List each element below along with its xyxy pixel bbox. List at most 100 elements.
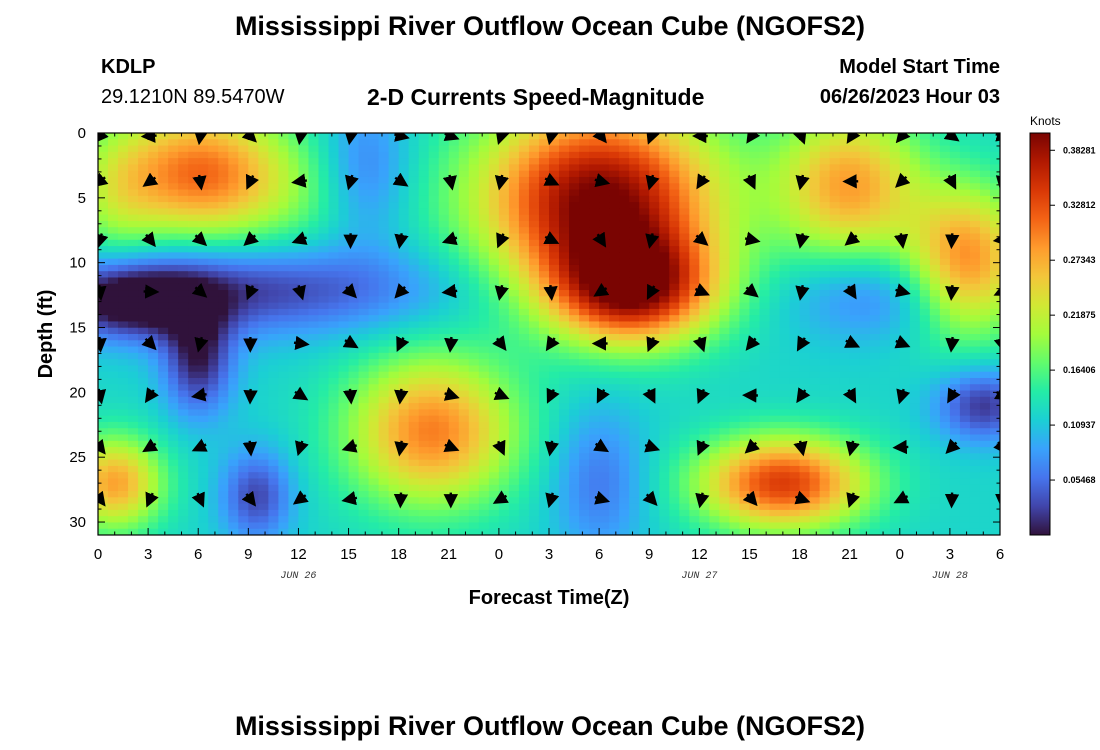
heatmap-cell [98,516,109,524]
heatmap-cell [258,252,269,260]
heatmap-cell [699,516,710,524]
heatmap-cell [138,384,149,392]
heatmap-cell [418,453,430,461]
heatmap-cell [308,258,320,266]
heatmap-cell [378,384,390,392]
heatmap-cell [208,497,219,505]
heatmap-cell [739,277,751,285]
heatmap-cell [118,227,129,235]
heatmap-cell [679,151,690,159]
heatmap-cell [118,516,129,524]
heatmap-cell [488,139,500,147]
heatmap-cell [649,516,660,524]
heatmap-cell [278,390,290,398]
heatmap-cell [428,346,440,354]
heatmap-cell [679,133,690,140]
heatmap-cell [258,189,269,197]
heatmap-cell [148,415,159,423]
heatmap-cell [799,403,811,410]
heatmap-cell [528,308,540,316]
heatmap-cell [378,258,390,266]
heatmap-cell [629,290,640,297]
heatmap-cell [248,195,259,203]
heatmap-cell [408,352,420,360]
heatmap-cell [749,384,761,392]
heatmap-cell [689,264,700,272]
heatmap-cell [589,403,600,410]
heatmap-cell [498,327,510,335]
heatmap-cell [198,189,209,197]
heatmap-cell [518,528,530,535]
heatmap-cell [649,334,660,341]
heatmap-cell [719,415,730,423]
heatmap-cell [288,308,300,316]
heatmap-cell [208,277,219,285]
heatmap-cell [769,151,781,159]
heatmap-cell [138,434,149,442]
heatmap-cell [579,371,590,379]
heatmap-cell [338,371,350,379]
heatmap-cell [819,327,831,335]
heatmap-cell [538,277,550,285]
heatmap-cell [498,352,510,360]
heatmap-cell [849,214,861,222]
heatmap-cell [508,377,520,385]
heatmap-cell [258,283,269,291]
heatmap-cell [589,447,600,454]
heatmap-cell [769,271,781,279]
heatmap-cell [639,522,650,530]
heatmap-cell [208,415,219,423]
heatmap-cell [258,264,269,272]
heatmap-cell [869,133,881,140]
heatmap-cell [518,365,530,373]
heatmap-cell [859,258,871,266]
heatmap-cell [609,503,620,511]
heatmap-cell [799,415,811,423]
heatmap-cell [278,472,290,480]
heatmap-cell [358,308,370,316]
heatmap-cell [829,308,841,316]
heatmap-cell [168,365,179,373]
heatmap-cell [699,509,710,517]
heatmap-cell [488,195,500,203]
heatmap-cell [508,516,520,524]
heatmap-cell [218,352,229,360]
heatmap-cell [238,214,249,222]
heatmap-cell [418,252,430,260]
heatmap-cell [518,377,530,385]
heatmap-cell [268,246,279,253]
heatmap-cell [138,497,149,505]
heatmap-cell [729,246,741,253]
heatmap-cell [218,415,229,423]
heatmap-cell [318,396,330,404]
heatmap-cell [408,390,420,398]
heatmap-cell [428,227,440,235]
heatmap-cell [819,528,831,535]
heatmap-cell [829,183,841,191]
heatmap-cell [769,158,781,166]
heatmap-cell [248,164,259,172]
heatmap-cell [438,428,450,436]
heatmap-cell [629,327,640,335]
heatmap-cell [619,183,630,191]
heatmap-cell [128,302,139,310]
heatmap-cell [669,327,680,335]
heatmap-cell [518,246,530,253]
heatmap-cell [709,509,720,517]
heatmap-cell [478,296,490,304]
heatmap-cell [188,290,199,297]
heatmap-cell [759,491,771,498]
heatmap-cell [228,208,239,216]
heatmap-cell [488,264,500,272]
heatmap-cell [518,409,530,417]
heatmap-cell [378,176,390,184]
heatmap-cell [328,440,340,448]
heatmap-cell [699,365,710,373]
heatmap-cell [178,497,189,505]
heatmap-cell [809,195,821,203]
heatmap-cell [478,271,490,279]
heatmap-cell [278,164,290,172]
heatmap-cell [218,302,229,310]
heatmap-cell [388,509,400,517]
heatmap-cell [759,227,771,235]
